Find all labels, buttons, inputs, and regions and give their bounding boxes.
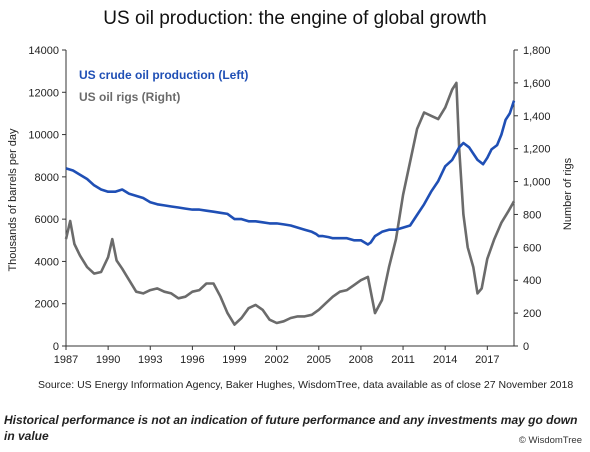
legend-entry-oil-rigs: US oil rigs (Right) <box>79 90 180 104</box>
right-tick-label: 1,800 <box>523 45 551 57</box>
left-tick-label: 12000 <box>28 87 59 99</box>
right-tick-label: 1,400 <box>523 111 551 123</box>
x-tick-label: 2005 <box>307 354 331 366</box>
x-tick-label: 1990 <box>96 354 120 366</box>
x-tick-label: 1987 <box>54 354 78 366</box>
right-axis-ticks: 0 200 400 600 800 1,000 1,200 1,400 1,600 1,800 <box>514 45 551 353</box>
right-tick-label: 1,600 <box>523 78 551 90</box>
left-tick-label: 2000 <box>35 299 59 311</box>
x-tick-label: 1999 <box>222 354 246 366</box>
left-axis-ticks: 0 2000 4000 6000 8000 10000 12000 14000 <box>28 45 66 353</box>
x-tick-label: 2014 <box>433 354 457 366</box>
left-tick-label: 0 <box>53 341 59 353</box>
x-tick-label: 1996 <box>180 354 204 366</box>
series-line-oil-rigs <box>64 81 516 326</box>
series-line-crude-oil-production <box>65 100 516 246</box>
x-tick-label: 2011 <box>391 354 415 366</box>
left-tick-label: 8000 <box>35 172 59 184</box>
chart-title: US oil production: the engine of global … <box>103 8 487 29</box>
right-tick-label: 800 <box>523 209 541 221</box>
copyright-credit: © WisdomTree <box>518 435 582 446</box>
right-tick-label: 1,200 <box>523 144 551 156</box>
x-tick-label: 2017 <box>475 354 499 366</box>
x-tick-label: 2008 <box>349 354 373 366</box>
right-tick-label: 1,000 <box>523 177 551 189</box>
right-tick-label: 400 <box>523 275 541 287</box>
left-tick-label: 6000 <box>35 214 59 226</box>
legend-entry-crude-oil-production: US crude oil production (Left) <box>79 68 248 82</box>
left-tick-label: 14000 <box>28 45 59 57</box>
right-tick-label: 200 <box>523 308 541 320</box>
source-note: Source: US Energy Information Agency, Ba… <box>38 379 574 391</box>
plot-frame <box>65 50 515 347</box>
left-tick-label: 4000 <box>35 256 59 268</box>
x-tick-label: 2002 <box>264 354 288 366</box>
right-axis-label: Number of rigs <box>562 157 574 230</box>
right-tick-label: 0 <box>523 341 529 353</box>
x-tick-label: 1993 <box>138 354 162 366</box>
x-axis-ticks: 1987 1990 1993 1996 1999 2002 2005 2008 2011 2014… <box>54 346 500 366</box>
left-axis-label: Thousands of barrels per day <box>7 128 19 272</box>
left-tick-label: 10000 <box>28 130 59 142</box>
right-tick-label: 600 <box>523 242 541 254</box>
disclaimer-note: Historical performance is not an indicat… <box>4 413 578 443</box>
